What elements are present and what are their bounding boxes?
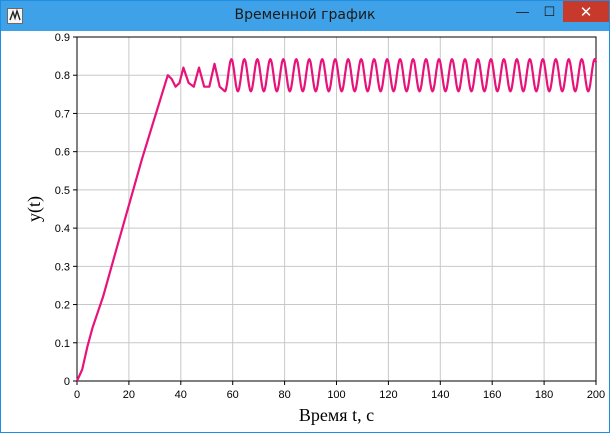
y-tick-label: 0.8 — [55, 70, 70, 82]
maximize-icon: ☐ — [543, 3, 556, 19]
y-tick-label: 0 — [64, 376, 70, 388]
y-tick-label: 0.2 — [55, 300, 70, 312]
app-icon[interactable] — [7, 8, 23, 24]
y-tick-label: 0.5 — [55, 185, 70, 197]
close-button[interactable]: ✕ — [563, 1, 609, 22]
y-tick-label: 0.4 — [55, 223, 70, 235]
minimize-button[interactable]: — — [509, 1, 536, 22]
series-layer — [75, 58, 598, 382]
x-tick-label: 180 — [535, 389, 553, 401]
y-tick-label: 0.7 — [55, 108, 70, 120]
time-response-chart: 0 20 40 60 80 100 120 140 160 180 200 0 0.1 0.2 0.3 0.4… — [24, 32, 605, 425]
x-axis-label: Время t, c — [299, 405, 374, 425]
title-bar[interactable]: Временной график — ☐ ✕ — [1, 1, 609, 31]
x-tick-label: 160 — [483, 389, 501, 401]
x-tick-label: 60 — [227, 389, 239, 401]
axis-ticks: 0 20 40 60 80 100 120 140 160 180 200 0 0.1 0.2 0.3 0.4… — [55, 32, 605, 401]
x-tick-label: 0 — [74, 389, 80, 401]
maximize-button[interactable]: ☐ — [536, 1, 563, 22]
y-axis-label: y(t) — [24, 196, 45, 222]
chart-area: 0 20 40 60 80 100 120 140 160 180 200 0 0.1 0.2 0.3 0.4… — [2, 31, 608, 431]
window-title: Временной график — [234, 7, 376, 23]
y-tick-label: 0.6 — [55, 147, 70, 159]
x-tick-label: 140 — [431, 389, 449, 401]
close-icon: ✕ — [579, 3, 593, 21]
x-tick-label: 80 — [278, 389, 290, 401]
x-tick-label: 20 — [123, 389, 135, 401]
y-tick-label: 0.1 — [55, 338, 70, 350]
x-tick-label: 120 — [379, 389, 397, 401]
minimize-icon: — — [516, 4, 529, 19]
y-tick-label: 0.9 — [55, 32, 70, 44]
x-tick-label: 200 — [587, 389, 605, 401]
series-line — [75, 58, 598, 382]
x-tick-label: 40 — [175, 389, 187, 401]
y-tick-label: 0.3 — [55, 261, 70, 273]
x-tick-label: 100 — [327, 389, 345, 401]
grid-lines — [77, 37, 596, 381]
